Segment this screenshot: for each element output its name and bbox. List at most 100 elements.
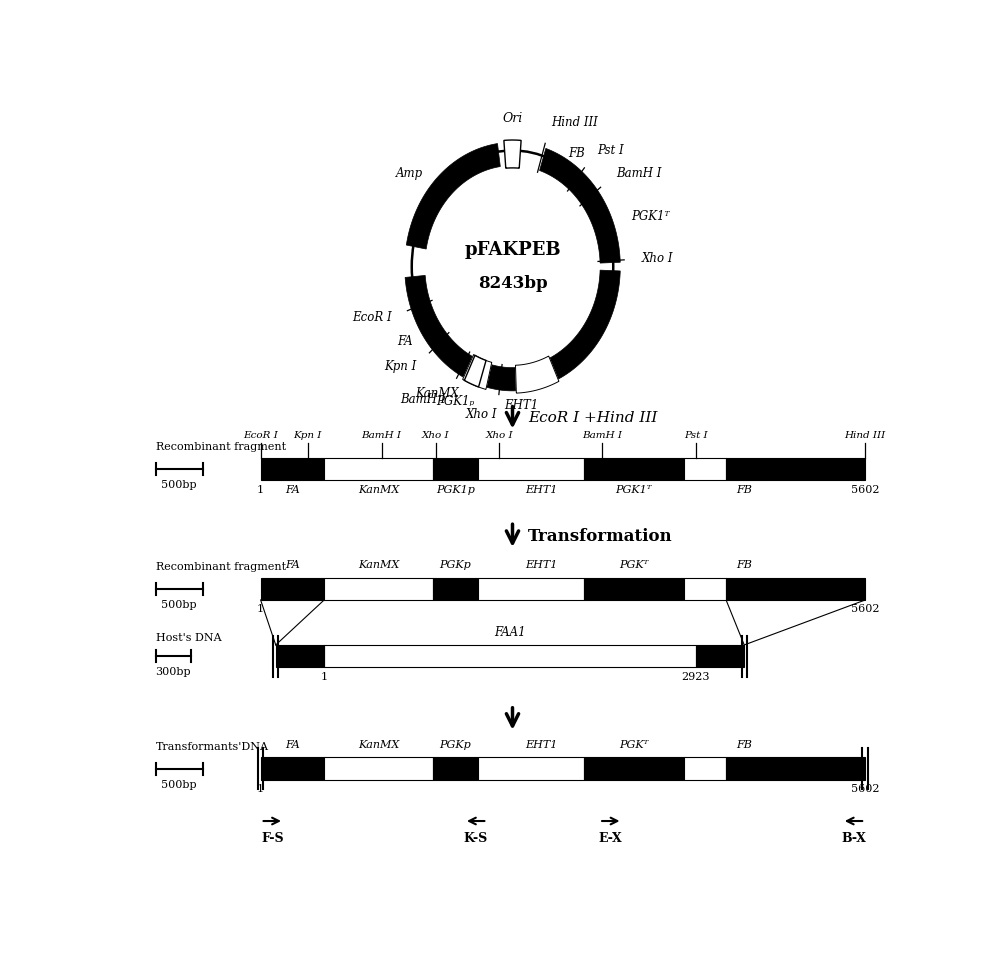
Polygon shape	[464, 355, 486, 387]
Text: EHT1: EHT1	[526, 560, 558, 570]
Bar	[584, 757, 684, 779]
Text: 1: 1	[321, 672, 328, 682]
Text: Ori: Ori	[502, 112, 523, 125]
Text: 1: 1	[257, 603, 264, 614]
Text: Kpn I: Kpn I	[294, 431, 322, 440]
Text: FAA1: FAA1	[494, 626, 526, 639]
Bar	[762, 757, 865, 779]
Bar	[433, 457, 478, 480]
Polygon shape	[405, 275, 473, 378]
Text: PGKp: PGKp	[439, 739, 471, 750]
Text: FA: FA	[397, 335, 413, 347]
Text: BamH I: BamH I	[582, 431, 622, 440]
Bar	[696, 645, 744, 667]
Bar	[762, 578, 865, 600]
Bar	[726, 578, 762, 600]
Text: 5602: 5602	[851, 603, 879, 614]
Text: Xho I: Xho I	[641, 252, 673, 266]
Bar	[478, 757, 584, 779]
Text: EHT1: EHT1	[526, 739, 558, 750]
Text: Amp: Amp	[396, 166, 423, 180]
Bar	[478, 578, 584, 600]
Bar	[433, 757, 478, 779]
Text: FA: FA	[285, 560, 299, 570]
Text: Xho I: Xho I	[465, 408, 497, 420]
Text: Hind III: Hind III	[844, 431, 886, 440]
Text: 1: 1	[257, 485, 264, 494]
Text: Kpn I: Kpn I	[384, 360, 417, 373]
Text: 5602: 5602	[851, 485, 879, 494]
Polygon shape	[486, 365, 516, 391]
Text: E-X: E-X	[599, 832, 623, 846]
Text: 2923: 2923	[682, 672, 710, 682]
Text: PGKp: PGKp	[439, 560, 471, 570]
Text: 5602: 5602	[851, 784, 879, 794]
Text: BamH I: BamH I	[616, 167, 661, 180]
Bar	[324, 757, 433, 779]
Text: 1: 1	[257, 784, 264, 794]
Bar	[726, 457, 762, 480]
Bar	[324, 645, 696, 667]
Text: EcoR I +Hind III: EcoR I +Hind III	[528, 411, 657, 425]
Text: FB: FB	[736, 560, 752, 570]
Text: PGK1ᵀ: PGK1ᵀ	[615, 485, 652, 494]
Text: EcoR I: EcoR I	[352, 311, 391, 324]
Text: KanMX: KanMX	[358, 485, 399, 494]
Polygon shape	[550, 270, 620, 379]
Text: PGKᵀ: PGKᵀ	[619, 560, 648, 570]
Text: PGK1p: PGK1p	[436, 485, 475, 494]
Bar	[684, 757, 726, 779]
Text: 500bp: 500bp	[161, 480, 197, 490]
Text: 8243bp: 8243bp	[478, 274, 547, 292]
Polygon shape	[406, 144, 500, 249]
Bar	[584, 578, 684, 600]
Text: Transformation: Transformation	[528, 527, 673, 545]
Text: PGKᵀ: PGKᵀ	[619, 739, 648, 750]
Text: Xho I: Xho I	[486, 431, 513, 440]
Text: Recombinant fragment: Recombinant fragment	[156, 443, 286, 452]
Polygon shape	[516, 357, 558, 392]
Text: Recombinant fragment: Recombinant fragment	[156, 562, 286, 572]
Text: BamH I: BamH I	[401, 393, 446, 406]
Text: FA: FA	[285, 739, 299, 750]
Text: FA: FA	[285, 485, 299, 494]
Text: B-X: B-X	[841, 832, 866, 846]
Polygon shape	[463, 355, 492, 388]
Text: PGK1ᵀ: PGK1ᵀ	[631, 210, 669, 224]
Bar	[433, 578, 478, 600]
Text: KanMX: KanMX	[358, 560, 399, 570]
Text: 300bp: 300bp	[156, 667, 191, 677]
Bar	[276, 645, 324, 667]
Polygon shape	[504, 140, 521, 168]
Text: Pst I: Pst I	[684, 431, 708, 440]
Text: pFAKPEB: pFAKPEB	[464, 241, 561, 259]
Text: K-S: K-S	[464, 832, 488, 846]
Polygon shape	[540, 149, 620, 263]
Bar	[478, 457, 584, 480]
Bar	[261, 578, 324, 600]
Bar	[726, 757, 762, 779]
Text: Host's DNA: Host's DNA	[156, 632, 222, 643]
Text: PGK1ₚ: PGK1ₚ	[436, 395, 475, 408]
Text: Hind III: Hind III	[551, 116, 598, 128]
Text: EHT1: EHT1	[526, 485, 558, 494]
Text: Pst I: Pst I	[597, 144, 623, 158]
Text: EcoR I: EcoR I	[243, 431, 278, 440]
Text: 500bp: 500bp	[161, 600, 197, 610]
Bar	[261, 457, 324, 480]
Text: Transformants'DNA: Transformants'DNA	[156, 742, 269, 752]
Bar	[324, 457, 433, 480]
Text: KanMX: KanMX	[358, 739, 399, 750]
Text: FB: FB	[736, 739, 752, 750]
Text: F-S: F-S	[261, 832, 284, 846]
Bar	[684, 578, 726, 600]
Bar	[762, 457, 865, 480]
Bar	[324, 578, 433, 600]
Text: EHT1: EHT1	[504, 399, 538, 412]
Bar	[584, 457, 684, 480]
Text: Xho I: Xho I	[422, 431, 450, 440]
Bar	[261, 757, 324, 779]
Text: FB: FB	[736, 485, 752, 494]
Text: FB: FB	[568, 147, 585, 161]
Text: BamH I: BamH I	[362, 431, 402, 440]
